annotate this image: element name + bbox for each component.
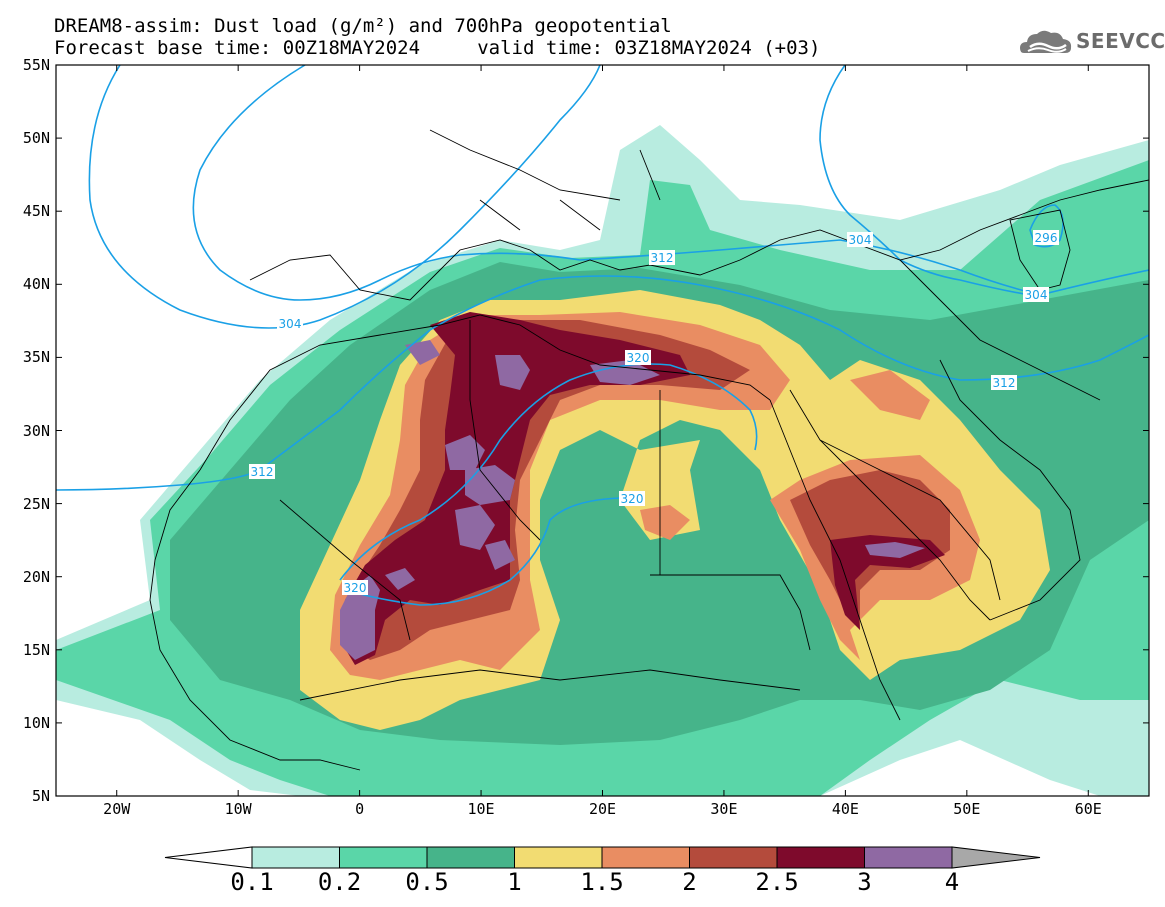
colorbar-segment xyxy=(776,846,865,869)
lon-label: 20W xyxy=(103,800,131,818)
colorbar-label: 2.5 xyxy=(755,868,799,896)
contour-304-west xyxy=(88,65,601,329)
lat-label: 35N xyxy=(22,348,50,367)
lat-label: 25N xyxy=(22,494,50,513)
lon-label: 20E xyxy=(588,800,617,818)
contour-label-bg xyxy=(249,464,275,479)
contour-320-south xyxy=(344,497,621,606)
contour-label: 320 xyxy=(627,351,650,365)
colorbar-segment xyxy=(864,846,953,869)
lon-label: 0 xyxy=(355,800,365,818)
contour-label: 304 xyxy=(849,233,872,247)
colorbar-label: 0.2 xyxy=(317,868,362,896)
lon-label: 10E xyxy=(467,800,495,818)
contour-label: 320 xyxy=(344,581,367,595)
colorbar-label: 4 xyxy=(944,868,960,896)
contour-label-bg xyxy=(625,350,651,365)
colorbar-segment xyxy=(601,846,690,869)
colorbar-low-arrow xyxy=(164,846,253,869)
contour-320 xyxy=(339,363,758,581)
contour-label: 296 xyxy=(1035,231,1058,245)
logo-text: SEEVCCC xyxy=(1076,29,1165,53)
lat-label: 55N xyxy=(22,56,50,74)
geopotential-contours xyxy=(56,65,1149,606)
coastline-arabia xyxy=(939,359,1081,621)
contour-label-bg xyxy=(342,580,368,595)
lon-label: 60E xyxy=(1074,800,1102,818)
colorbar-segment xyxy=(689,846,778,869)
colorbar-label: 3 xyxy=(857,868,872,896)
map-title: DREAM8-assim: Dust load (g/m²) and 700hP… xyxy=(54,15,672,37)
lat-label: 50N xyxy=(22,129,50,148)
forecast-time-line: Forecast base time: 00Z18MAY2024 valid t… xyxy=(54,37,821,59)
border-central-europe xyxy=(429,129,661,231)
colorbar-label: 2 xyxy=(682,868,697,896)
colorbar-segment xyxy=(339,846,428,869)
coastline-north-africa xyxy=(199,314,771,471)
border-algeria-libya xyxy=(469,320,541,541)
lon-label: 50E xyxy=(953,800,981,818)
colorbar-label: 1.5 xyxy=(580,868,624,896)
contour-label: 304 xyxy=(1025,288,1048,302)
dust-fields xyxy=(56,125,1149,796)
contour-312-south xyxy=(56,275,1149,491)
colorbar-segment xyxy=(514,846,603,869)
contour-labels: 304 312 304 296 304 312 312 320 320 320 xyxy=(249,230,1059,595)
lat-label: 15N xyxy=(22,640,50,659)
lon-label: 30E xyxy=(710,800,738,818)
contour-label-bg xyxy=(1023,287,1049,302)
cloud-logo-icon xyxy=(1020,30,1072,53)
border-mali-niger xyxy=(279,499,411,641)
contour-label-bg xyxy=(1033,230,1059,245)
border-sudan xyxy=(650,574,811,651)
colorbar xyxy=(164,846,1041,869)
contour-label: 304 xyxy=(279,317,302,331)
lat-label: 5N xyxy=(31,787,50,805)
colorbar-label: 0.5 xyxy=(405,868,449,896)
border-sahel xyxy=(299,669,801,701)
lat-label: 45N xyxy=(22,202,50,221)
lat-label: 10N xyxy=(22,713,50,732)
lat-label: 20N xyxy=(22,567,50,586)
contour-label-bg xyxy=(277,316,303,331)
contour-312-west xyxy=(192,65,1149,301)
lon-label: 10W xyxy=(224,800,252,818)
dust-level-2.5 xyxy=(340,312,945,665)
colorbar-segment xyxy=(251,846,340,869)
border-iran xyxy=(899,259,1101,401)
contour-label-bg xyxy=(619,491,645,506)
contour-label-bg xyxy=(847,232,873,247)
coastline-caspian xyxy=(1009,209,1071,291)
border-saudi xyxy=(819,439,1001,601)
colorbar-high-arrow xyxy=(951,846,1041,869)
lon-label: 40E xyxy=(831,800,859,818)
colorbar-label: 1 xyxy=(507,868,522,896)
contour-label: 320 xyxy=(621,492,644,506)
contour-label-bg xyxy=(991,375,1017,390)
contour-label-bg xyxy=(649,250,675,265)
contour-304-east xyxy=(819,65,1031,296)
colorbar-label: 0.1 xyxy=(230,868,274,896)
coastline-west-africa xyxy=(149,469,361,771)
contour-label: 312 xyxy=(651,251,674,265)
lat-label: 40N xyxy=(22,275,50,294)
lat-label: 30N xyxy=(22,421,50,440)
contour-label: 312 xyxy=(251,465,274,479)
axis-ticks xyxy=(56,64,1149,797)
colorbar-segment xyxy=(426,846,515,869)
contour-label: 312 xyxy=(993,376,1016,390)
